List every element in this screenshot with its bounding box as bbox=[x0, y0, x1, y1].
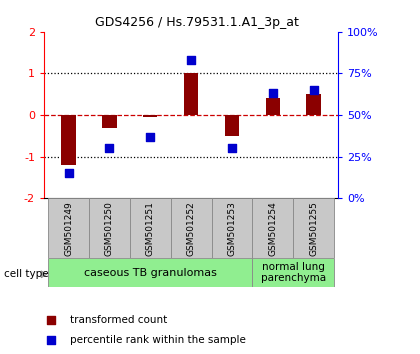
Point bbox=[48, 337, 55, 343]
Bar bbox=[293, 198, 334, 258]
Bar bbox=[225, 115, 239, 136]
Text: GDS4256 / Hs.79531.1.A1_3p_at: GDS4256 / Hs.79531.1.A1_3p_at bbox=[95, 16, 299, 29]
Bar bbox=[143, 115, 158, 117]
Text: GSM501255: GSM501255 bbox=[309, 201, 318, 256]
Point bbox=[188, 57, 194, 63]
Bar bbox=[212, 198, 252, 258]
Text: GSM501250: GSM501250 bbox=[105, 201, 114, 256]
Bar bbox=[130, 198, 171, 258]
Text: cell type: cell type bbox=[4, 269, 49, 279]
Point bbox=[147, 134, 154, 139]
Text: GSM501251: GSM501251 bbox=[146, 201, 155, 256]
Bar bbox=[265, 98, 280, 115]
Text: GSM501254: GSM501254 bbox=[268, 201, 277, 256]
Text: GSM501249: GSM501249 bbox=[64, 201, 73, 256]
Text: transformed count: transformed count bbox=[70, 315, 168, 325]
Bar bbox=[102, 115, 117, 127]
Polygon shape bbox=[41, 271, 47, 278]
Bar bbox=[252, 198, 293, 258]
Text: percentile rank within the sample: percentile rank within the sample bbox=[70, 335, 246, 345]
Point bbox=[106, 145, 113, 151]
Text: GSM501252: GSM501252 bbox=[186, 201, 196, 256]
Bar bbox=[48, 258, 252, 287]
Text: normal lung
parenchyma: normal lung parenchyma bbox=[261, 262, 326, 284]
Bar bbox=[48, 198, 89, 258]
Bar bbox=[307, 94, 321, 115]
Bar bbox=[252, 258, 334, 287]
Point bbox=[310, 87, 317, 93]
Bar bbox=[184, 74, 198, 115]
Text: caseous TB granulomas: caseous TB granulomas bbox=[84, 268, 217, 278]
Point bbox=[48, 317, 55, 323]
Point bbox=[65, 171, 72, 176]
Bar bbox=[61, 115, 76, 165]
Point bbox=[228, 145, 235, 151]
Bar bbox=[171, 198, 212, 258]
Point bbox=[269, 91, 276, 96]
Bar bbox=[89, 198, 130, 258]
Text: GSM501253: GSM501253 bbox=[228, 201, 236, 256]
